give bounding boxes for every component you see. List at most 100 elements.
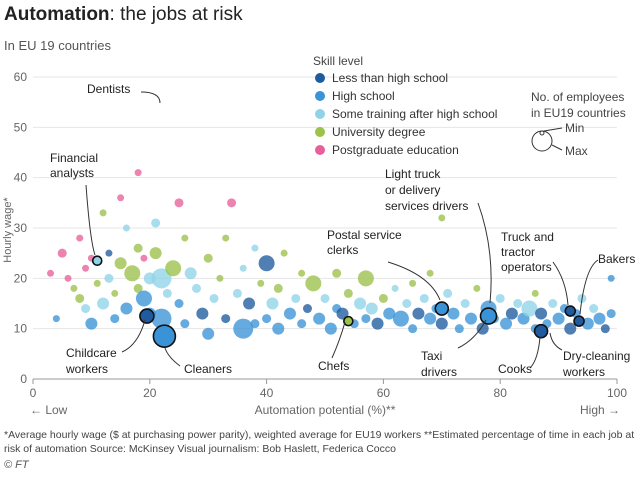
y-tick-label: 10 xyxy=(14,322,28,336)
x-tick-label: 100 xyxy=(607,386,627,400)
highlighted-point xyxy=(533,323,549,339)
annotation-leader xyxy=(121,319,146,353)
data-point xyxy=(371,317,384,330)
copyright: © FT xyxy=(4,459,29,471)
data-point xyxy=(250,319,260,329)
data-point xyxy=(151,268,172,289)
data-point xyxy=(243,297,256,310)
legend-swatch xyxy=(315,127,325,137)
data-point xyxy=(383,307,396,320)
annotation-label: Childcare xyxy=(66,346,117,360)
data-point xyxy=(297,319,307,329)
annotation-taxi-drivers: Taxi drivers xyxy=(421,349,457,379)
page-title: Automation: the jobs at risk xyxy=(4,4,243,25)
data-point xyxy=(120,302,133,315)
annotation-leader xyxy=(457,319,487,349)
y-tick-label: 40 xyxy=(14,171,28,185)
annotation-leader xyxy=(164,347,181,367)
highlighted-point xyxy=(91,255,103,267)
y-tick-label: 60 xyxy=(14,70,28,84)
data-point xyxy=(460,299,470,308)
data-point xyxy=(365,302,378,315)
annotation-label: Chefs xyxy=(318,359,349,373)
data-point xyxy=(117,194,125,202)
annotation-cooks: Cooks xyxy=(498,362,532,376)
data-point xyxy=(180,319,190,329)
data-point xyxy=(426,269,434,277)
data-point xyxy=(600,324,610,334)
annotation-leader xyxy=(85,184,96,256)
data-point xyxy=(111,289,119,297)
data-point xyxy=(174,299,184,308)
size-min-circle xyxy=(539,130,545,136)
data-point xyxy=(64,274,72,282)
data-point xyxy=(70,284,78,292)
annotation-label: Financial xyxy=(50,151,98,165)
annotation-label: analysts xyxy=(50,166,94,180)
annotation-label: Postal service xyxy=(327,228,402,242)
data-point xyxy=(222,234,230,242)
y-tick-label: 20 xyxy=(14,271,28,285)
x-tick-label: 40 xyxy=(260,386,274,400)
x-tick-label: 60 xyxy=(377,386,391,400)
x-tick-label: 20 xyxy=(143,386,157,400)
size-max-leader xyxy=(551,144,563,151)
data-point xyxy=(324,322,337,335)
data-point xyxy=(548,299,558,308)
data-point xyxy=(402,299,412,308)
y-tick-label: 0 xyxy=(20,372,27,386)
annotation-leader xyxy=(140,91,161,104)
data-point xyxy=(76,234,84,242)
data-point xyxy=(272,322,285,335)
highlighted-point xyxy=(343,315,354,327)
data-point xyxy=(75,293,85,303)
data-point xyxy=(408,324,418,334)
size-max-circle xyxy=(531,130,553,152)
data-point xyxy=(114,257,127,270)
highlighted-point xyxy=(152,324,177,349)
data-point xyxy=(313,312,326,325)
data-point xyxy=(258,255,275,272)
data-point xyxy=(465,312,477,325)
size-legend-title: in EU19 countries xyxy=(531,106,626,120)
data-point xyxy=(593,312,606,325)
y-tick-label: 30 xyxy=(14,221,28,235)
annotation-leader xyxy=(552,261,569,306)
data-point xyxy=(262,314,272,324)
legend-swatch xyxy=(315,145,325,155)
data-point xyxy=(500,317,513,330)
annotation-leader xyxy=(331,321,346,359)
data-point xyxy=(454,324,464,334)
x-axis-title: Automation potential (%)** xyxy=(255,403,396,417)
data-point xyxy=(221,314,231,324)
annotation-label: Cooks xyxy=(498,362,532,376)
legend: Skill level Less than high school High sch… xyxy=(313,54,626,158)
annotation-leader xyxy=(387,261,441,301)
x-high-label: High → xyxy=(580,403,620,417)
highlighted-point xyxy=(564,305,577,317)
data-point xyxy=(606,309,616,319)
data-point xyxy=(203,253,213,263)
annotation-label: or delivery xyxy=(385,183,440,197)
data-point xyxy=(232,288,242,298)
highlighted-points xyxy=(91,255,585,349)
data-point xyxy=(513,299,523,308)
data-point xyxy=(392,310,409,327)
data-point xyxy=(343,288,353,298)
legend-swatch xyxy=(315,73,325,83)
data-point xyxy=(85,317,98,330)
data-point xyxy=(216,274,224,282)
data-point xyxy=(535,307,548,320)
data-point xyxy=(336,307,349,320)
legend-swatch xyxy=(315,109,325,119)
size-max-label: Max xyxy=(565,144,588,158)
annotation-leader xyxy=(549,332,563,351)
data-point xyxy=(521,300,538,317)
annotation-label: workers xyxy=(65,362,108,376)
annotation-leader xyxy=(529,336,541,369)
data-point xyxy=(151,308,172,329)
